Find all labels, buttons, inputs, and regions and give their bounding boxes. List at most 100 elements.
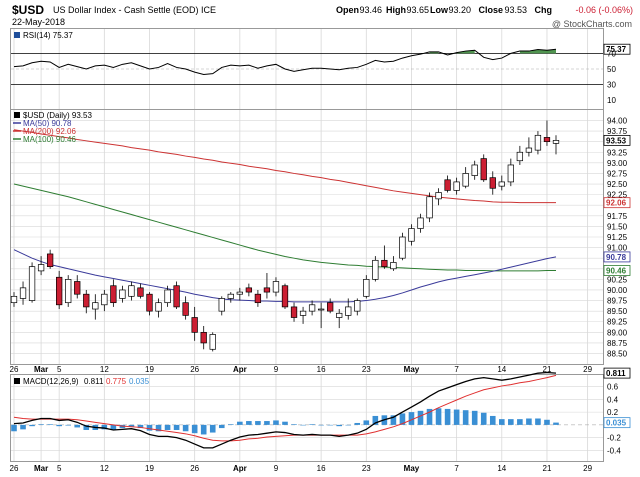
macd-histogram-bar [508, 419, 514, 425]
candle-up [28, 266, 36, 301]
x-tick-label: May [404, 464, 420, 473]
macd-histogram-bar [155, 424, 162, 432]
candle-up [19, 287, 27, 299]
price-legend-swatch [14, 112, 20, 118]
x-tick-label: 5 [57, 464, 62, 473]
macd-axis-label: 0.6 [607, 383, 619, 392]
candle-down [281, 285, 289, 308]
price-last-value-label: 92.06 [606, 199, 627, 208]
candle-down [381, 259, 388, 268]
candle-down [46, 253, 54, 268]
grid-layer [11, 29, 603, 461]
x-tick-label: 23 [362, 365, 371, 374]
macd-histogram-bar [426, 408, 433, 425]
x-tick-label: Apr [233, 464, 247, 473]
macd-axis-label: 0.4 [607, 395, 619, 404]
macd-panel-frame [10, 374, 604, 462]
macd-axis-label: 0.2 [607, 408, 619, 417]
candle-up [272, 281, 280, 293]
macd-legend-label: MACD(12,26,9) [23, 377, 79, 386]
macd-histogram-bar [83, 424, 90, 430]
macd-histogram-bar [363, 420, 370, 425]
x-tick-label: 19 [145, 365, 154, 374]
macd-histogram-bar [218, 424, 225, 429]
rsi-axis-label: 30 [607, 81, 616, 90]
price-axis-label: 93.00 [607, 159, 628, 168]
macd-axis-label: -0.2 [607, 434, 621, 443]
price-axis-label: 88.75 [607, 339, 628, 348]
candle-up [155, 302, 162, 312]
price-axis-label: 93.25 [607, 148, 628, 157]
candle-up [435, 192, 442, 200]
macd-histogram-bar [480, 412, 487, 425]
macd-histogram-bar [29, 424, 35, 427]
macd-histogram-bar [399, 413, 406, 425]
x-tick-label: Apr [233, 365, 247, 374]
macd-histogram-bar [182, 424, 189, 432]
close-label: Close [478, 5, 503, 15]
price-axis-label: 94.00 [607, 116, 628, 125]
candle-down [182, 302, 189, 316]
x-tick-label: 26 [190, 464, 199, 473]
price-last-value-box [603, 251, 631, 263]
macd-legend-swatch [14, 378, 20, 384]
high-value: 93.65 [406, 5, 429, 15]
x-tick-label: 14 [497, 365, 506, 374]
x-tick-label: 26 [10, 464, 19, 473]
candle-up [119, 289, 126, 299]
candle-up [164, 289, 171, 304]
macd-layer [11, 371, 559, 449]
macd-legend-signal-value: 0.775 [106, 377, 127, 386]
price-legend: $USD (Daily) 93.53 MA(50) 90.78 MA(200) … [13, 111, 92, 144]
rsi-layer [11, 48, 603, 85]
price-last-value-label: 90.78 [606, 253, 627, 262]
price-axis-label: 92.25 [607, 191, 628, 200]
macd-histogram-bar [65, 424, 72, 426]
price-axis-label: 89.25 [607, 318, 628, 327]
macd-histogram-bar [38, 424, 44, 425]
ma200-legend-label: MA(200) 92.06 [23, 127, 76, 136]
price-last-value-label: 90.46 [606, 266, 627, 275]
macd-histogram-bar [498, 419, 505, 425]
macd-histogram-bar [300, 424, 306, 426]
candle-up [308, 304, 316, 312]
candle-down [137, 287, 144, 297]
x-tick-label: Mar [34, 365, 48, 374]
rsi-axis-label: 50 [607, 65, 616, 74]
x-tick-label: May [404, 365, 420, 374]
macd-histogram-bar [471, 410, 478, 425]
macd-histogram-bar [535, 418, 541, 425]
macd-histogram-bar [390, 415, 397, 425]
macd-histogram-bar [11, 424, 17, 432]
candle-up [209, 334, 216, 350]
macd-histogram-bar [110, 424, 117, 430]
price-axis-label: 89.75 [607, 297, 628, 306]
candle-down [489, 177, 496, 189]
candle-up [92, 302, 99, 310]
macd-histogram-bar [128, 424, 135, 427]
candle-up [507, 164, 514, 183]
price-last-value-box [603, 265, 631, 276]
candle-down [245, 287, 253, 293]
macd-histogram-bar [372, 415, 379, 425]
price-axis-label: 91.50 [607, 222, 628, 231]
macd-line [13, 371, 557, 449]
macd-signal-line [13, 374, 557, 442]
macd-histogram-bar [444, 408, 451, 425]
price-axis-label: 91.25 [607, 233, 628, 242]
price-axis-label: 89.00 [607, 328, 628, 337]
x-tick-label: 26 [190, 365, 199, 374]
watermark: @ StockCharts.com [552, 19, 632, 29]
candle-down [83, 293, 90, 308]
macd-histogram-bar [408, 412, 415, 425]
candle-down [480, 158, 487, 181]
rsi-legend-label: RSI(14) 75.37 [23, 31, 73, 40]
x-tick-label: Mar [34, 464, 48, 473]
macd-histogram-bar [137, 424, 144, 429]
rsi-axis-label: 10 [607, 96, 616, 105]
candle-down [543, 137, 551, 143]
macd-hist-last-value-box [603, 417, 631, 429]
macd-histogram-bar [146, 424, 153, 431]
